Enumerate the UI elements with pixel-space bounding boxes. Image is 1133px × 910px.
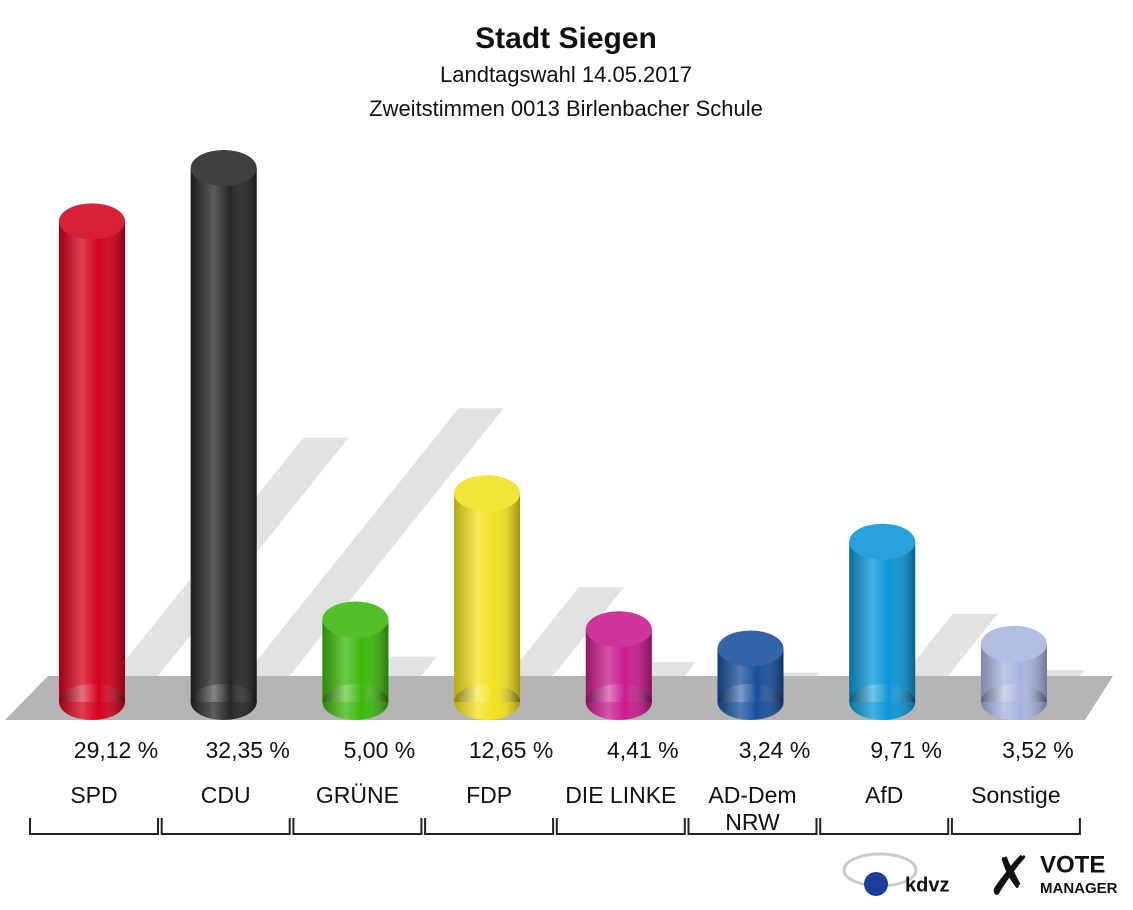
category-bracket [687, 818, 818, 835]
value-label: 32,35 % [205, 737, 289, 763]
bar-bottom-shade [454, 684, 521, 720]
x-tick-label: DIE LINKE [565, 782, 677, 808]
bar-cap [585, 611, 652, 648]
value-label: 29,12 % [74, 737, 158, 763]
bar-bottom-shade [190, 684, 257, 720]
bar-shade [849, 541, 916, 702]
category-bracket [292, 818, 423, 835]
logo-x: ✗ [987, 846, 1032, 906]
bar-shade [454, 493, 521, 702]
value-label: 9,71 % [870, 737, 942, 763]
chart-subtitle: Landtagswahl 14.05.2017 [440, 62, 692, 87]
value-label: 5,00 % [344, 737, 416, 763]
bar-cap [454, 475, 521, 512]
bar-cap-light [454, 475, 521, 512]
bar-cap [849, 523, 916, 560]
logo-vote: VOTE [1040, 851, 1105, 878]
bar-cap-light [717, 630, 784, 667]
category-bracket [29, 818, 159, 835]
bar-shadow [223, 408, 504, 702]
bar-bottom-shade [322, 684, 389, 720]
logo-ball [864, 872, 888, 896]
bar-cap-light [585, 611, 652, 648]
x-tick-label: Sonstige [971, 782, 1061, 808]
bar-shade [190, 168, 257, 702]
bar-shadow [487, 587, 624, 702]
x-tick-label: FDP [466, 782, 513, 808]
value-label: 3,52 % [1002, 737, 1074, 763]
bar-cap-light [59, 203, 125, 240]
bar-cap-light [190, 150, 257, 186]
bar-cap [980, 625, 1047, 662]
x-tick-label: AfD [865, 782, 904, 808]
category-bracket [819, 818, 950, 835]
bar-bottom-shade [849, 684, 916, 720]
floor [5, 676, 1113, 720]
bar-cap-light [980, 625, 1047, 662]
bar-cap [190, 150, 257, 186]
category-bracket [555, 818, 686, 835]
category-bracket [160, 818, 291, 835]
bar-cap-light [849, 523, 916, 560]
x-tick-label: AD-Dem NRW [708, 782, 797, 835]
x-tick-label: GRÜNE [315, 782, 399, 808]
value-label: 3,24 % [739, 737, 811, 763]
bar-cap [717, 630, 784, 667]
bar-bottom-shade [585, 684, 652, 720]
logo-brand: kdvz [905, 874, 949, 896]
bar-bottom-shade [59, 684, 125, 720]
chart-title: Stadt Siegen [475, 22, 657, 55]
bar-cap [59, 203, 125, 240]
bar-cap [322, 601, 389, 638]
value-label: 12,65 % [469, 737, 553, 763]
chart-subtitle: Zweitstimmen 0013 Birlenbacher Schule [369, 96, 763, 121]
bar-shade [59, 221, 125, 703]
logo-manager: MANAGER [1040, 880, 1118, 897]
category-bracket [950, 818, 1081, 835]
bar-bottom-shade [980, 684, 1047, 720]
bar-bottom-shade [717, 684, 784, 720]
value-label: 4,41 % [607, 737, 679, 763]
x-tick-label: CDU [200, 782, 251, 808]
bar-cap-light [322, 601, 389, 638]
category-bracket [424, 818, 555, 835]
x-tick-label: SPD [70, 782, 118, 808]
